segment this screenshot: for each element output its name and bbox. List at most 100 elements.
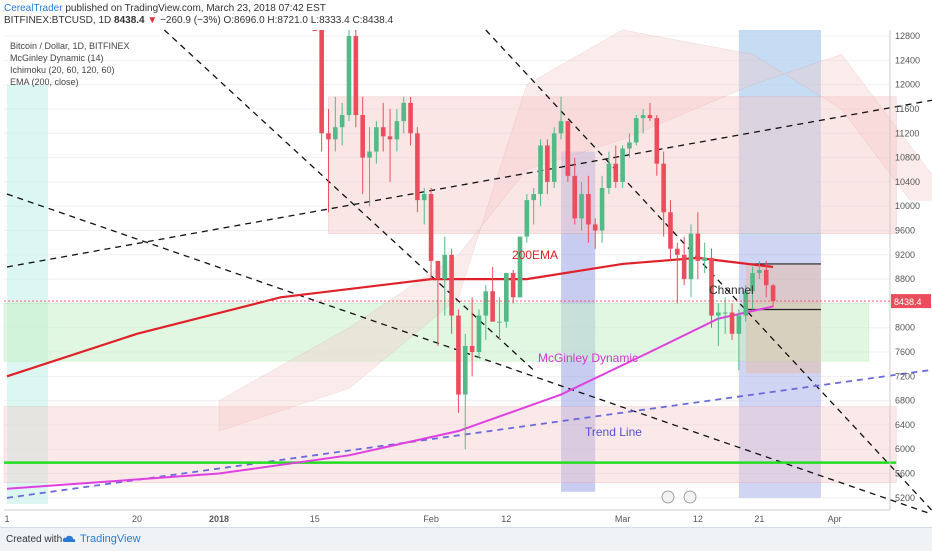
- resistance-zone: [328, 96, 897, 234]
- candle-body: [551, 133, 557, 182]
- candle-2018-01-27: [394, 108, 400, 152]
- trend-annotation: Trend Line: [585, 425, 642, 439]
- candle-body: [415, 133, 420, 201]
- down-arrow-icon: ▼: [147, 15, 158, 26]
- y-tick-label: 5600: [895, 469, 915, 479]
- candle-body: [326, 133, 331, 140]
- candle-body: [504, 273, 509, 322]
- candle-body: [333, 127, 338, 140]
- x-tick-label: 20: [132, 514, 142, 524]
- legend-ema: EMA (200, close): [10, 77, 79, 87]
- candle-body: [633, 118, 639, 143]
- y-tick-label: 10400: [895, 177, 920, 187]
- lower-red-zone: [3, 406, 897, 483]
- candle-body: [757, 270, 762, 274]
- candle-body: [497, 321, 502, 323]
- candle-body: [339, 115, 345, 128]
- y-tick-label: 10000: [895, 201, 920, 211]
- legend-ichimoku: Ichimoku (20, 60, 120, 60): [10, 65, 115, 75]
- candle-2018-02-21: [565, 121, 571, 182]
- candle-2018-02-09: [483, 285, 489, 340]
- price-chart[interactable]: 5200560060006400680072007600800084008800…: [0, 0, 932, 527]
- candle-body: [538, 145, 543, 195]
- candle-body: [428, 194, 434, 261]
- candle-body: [640, 115, 646, 119]
- candle-body: [647, 115, 653, 119]
- candle-2018-01-16: [319, 30, 324, 152]
- candle-2018-02-04: [449, 248, 454, 334]
- candle-body: [743, 291, 749, 316]
- candle-body: [483, 291, 489, 316]
- candle-body: [545, 145, 550, 182]
- candle-2018-02-01: [428, 187, 434, 280]
- candle-body: [654, 118, 660, 164]
- candle-2018-02-19: [551, 127, 557, 188]
- chart-header: CerealTrader published on TradingView.co…: [0, 0, 932, 28]
- candle-body: [462, 345, 468, 395]
- candle-2018-02-13: [510, 270, 516, 304]
- ema-annotation: 200EMA: [512, 248, 558, 262]
- candle-body: [736, 315, 742, 334]
- candle-body: [572, 175, 578, 219]
- candle-2018-01-24: [374, 121, 379, 164]
- y-tick-label: 5200: [895, 493, 915, 503]
- candle-body: [408, 102, 413, 134]
- ohlc-line: BITFINEX:BTCUSD, 1D 8438.4 ▼ −260.9 (−3%…: [4, 15, 393, 26]
- tradingview-cloud-icon: [62, 535, 76, 542]
- candle-2018-01-30: [415, 127, 420, 213]
- mcginley-annotation: McGinley Dynamic: [538, 351, 638, 365]
- candle-body: [750, 273, 755, 292]
- candle-body: [490, 291, 495, 322]
- candle-2018-02-28: [613, 145, 619, 188]
- y-tick-label: 11600: [895, 104, 919, 114]
- candle-2018-02-27: [606, 151, 612, 195]
- candle-body: [531, 194, 536, 201]
- candle-2018-03-03: [633, 115, 639, 146]
- candle-body: [592, 224, 598, 231]
- candle-2018-02-15: [524, 194, 530, 243]
- y-tick-label: 12000: [895, 80, 920, 90]
- y-tick-label: 11200: [895, 128, 919, 138]
- y-tick-label: 12800: [895, 31, 920, 41]
- candle-2018-03-15: [716, 303, 721, 346]
- candle-body: [435, 260, 441, 280]
- candle-2018-01-18: [333, 96, 338, 152]
- candle-body: [517, 236, 523, 298]
- y-tick-label: 6400: [895, 420, 915, 430]
- candle-body: [346, 36, 352, 116]
- candle-2018-02-14: [517, 236, 523, 298]
- candle-body: [668, 212, 673, 249]
- candle-2018-01-26: [387, 108, 393, 182]
- candle-body: [661, 163, 666, 213]
- candle-body: [599, 187, 605, 231]
- last-price: 8438.4: [114, 15, 145, 26]
- x-tick-label: 21: [754, 514, 764, 524]
- candle-body: [579, 194, 584, 219]
- candle-2018-01-23: [367, 127, 372, 207]
- candle-2018-02-08: [476, 309, 482, 359]
- candle-2018-01-25: [380, 102, 386, 152]
- indicator-legend: Bitcoin / Dollar, 1D, BITFINEX McGinley …: [10, 40, 130, 88]
- candle-body: [586, 194, 591, 225]
- author-link[interactable]: CerealTrader: [4, 3, 63, 14]
- event-icon: [661, 490, 675, 504]
- candle-2018-02-24: [586, 175, 591, 243]
- candle-body: [469, 345, 475, 353]
- candle-2018-02-20: [558, 96, 564, 140]
- candle-2018-02-17: [538, 139, 543, 207]
- candle-body: [681, 254, 687, 280]
- y-tick-label: 6000: [895, 444, 915, 454]
- channel-annotation: Channel: [709, 283, 754, 297]
- candle-body: [319, 30, 324, 134]
- legend-mcginley: McGinley Dynamic (14): [10, 53, 104, 63]
- footer: Created with TradingView: [0, 527, 932, 551]
- upper-dashed-line: [6, 99, 932, 268]
- candle-2018-01-31: [421, 187, 427, 225]
- candle-2018-02-25: [592, 218, 598, 249]
- tradingview-brand[interactable]: TradingView: [80, 533, 141, 545]
- candle-2018-01-17: [326, 108, 331, 213]
- x-tick-label: Feb: [423, 514, 439, 524]
- y-tick-label: 7600: [895, 347, 915, 357]
- candle-2018-03-06: [654, 115, 660, 176]
- candle-2018-03-13: [702, 242, 707, 274]
